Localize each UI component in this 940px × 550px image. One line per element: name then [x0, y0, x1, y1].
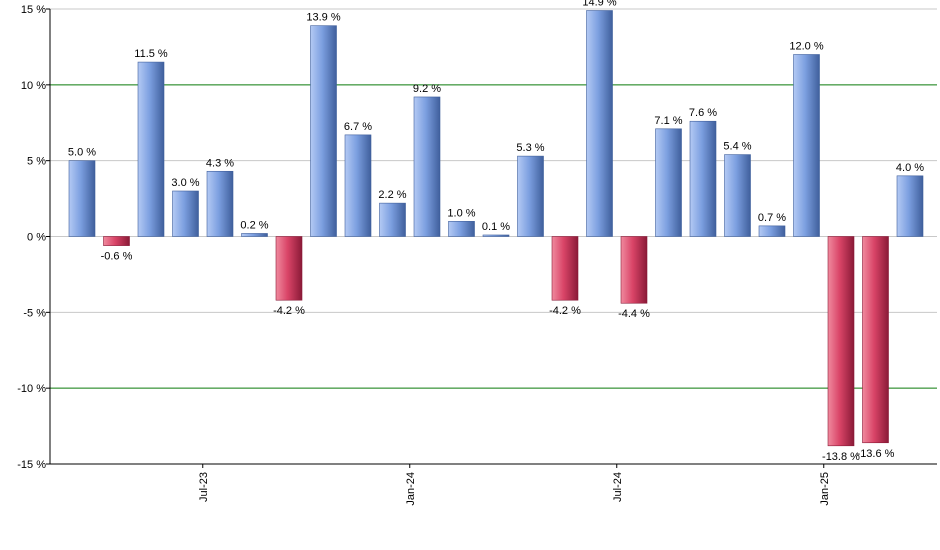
y-tick-label: 5 % [27, 156, 46, 168]
data-label: 0.7 % [758, 212, 786, 224]
bar-mar-25 [862, 236, 889, 444]
data-label: 5.0 % [68, 147, 96, 159]
data-label: 7.1 % [654, 115, 682, 127]
x-tick-label: Jul-23 [198, 472, 210, 502]
bar-apr-25 [896, 175, 924, 237]
bar-feb-25 [827, 236, 855, 447]
data-label: 0.1 % [482, 221, 510, 233]
y-tick-label: 15 % [21, 4, 46, 16]
data-label: 13.9 % [306, 12, 340, 24]
bar-nov-23 [310, 25, 337, 237]
data-label: 5.4 % [723, 141, 751, 153]
data-labels: 5.0 % -0.6 % 11.5 % 3.0 % 4.3 % 0.2 % -4.2 % 13… [68, 0, 924, 463]
bar-jun-24 [551, 236, 579, 301]
bar-jan-24 [379, 202, 406, 237]
bar-feb-24 [413, 96, 441, 237]
bar-aug-24 [620, 236, 648, 304]
axes: 15 % 10 % 5 % 0 % -5 % -10 % -15 % Jul-23 Jan-24… [17, 4, 937, 506]
data-label: 4.0 % [896, 162, 924, 174]
bar-oct-23 [275, 236, 303, 301]
data-label: 11.5 % [134, 48, 168, 60]
data-label: 12.0 % [789, 41, 823, 53]
bar-jul-23 [172, 190, 199, 237]
data-label: -13.8 % [822, 451, 860, 463]
bar-sep-24 [655, 128, 682, 237]
x-tick-label: Jan-24 [405, 472, 417, 506]
bar-jun-23 [137, 61, 165, 237]
data-label: 4.3 % [206, 157, 234, 169]
data-label: 2.2 % [378, 189, 406, 201]
bar-dec-23 [344, 134, 372, 237]
y-tick-label: 0 % [27, 232, 46, 244]
data-label: -4.2 % [273, 305, 305, 317]
data-label: -4.2 % [549, 305, 581, 317]
bars [68, 10, 924, 447]
bar-nov-24 [724, 154, 751, 237]
y-tick-label: -15 % [17, 459, 46, 471]
bar-jul-24 [586, 10, 613, 237]
y-tick-label: -5 % [23, 307, 46, 319]
data-label: -4.4 % [618, 308, 650, 320]
y-tick-label: 10 % [21, 80, 46, 92]
data-label: 14.9 % [582, 0, 616, 9]
bar-sep-23 [241, 233, 268, 237]
bar-apr-24 [482, 234, 510, 237]
bar-mar-24 [448, 221, 475, 237]
bar-oct-24 [689, 120, 717, 237]
bar-apr-23 [68, 160, 96, 237]
bar-may-24 [517, 155, 544, 237]
bar-jan-25 [793, 54, 820, 237]
data-label: -0.6 % [101, 251, 133, 263]
data-label: -13.6 % [857, 448, 895, 460]
data-label: 5.3 % [516, 142, 544, 154]
x-tick-label: Jul-24 [612, 472, 624, 502]
data-label: 9.2 % [413, 83, 441, 95]
data-label: 7.6 % [689, 107, 717, 119]
bar-aug-23 [206, 170, 234, 237]
data-label: 1.0 % [447, 207, 475, 219]
bar-dec-24 [758, 225, 786, 237]
data-label: 3.0 % [171, 177, 199, 189]
data-label: 6.7 % [344, 121, 372, 133]
x-tick-label: Jan-25 [819, 472, 831, 506]
bar-may-23 [103, 236, 130, 246]
data-label: 0.2 % [240, 219, 268, 231]
y-tick-label: -10 % [17, 383, 46, 395]
